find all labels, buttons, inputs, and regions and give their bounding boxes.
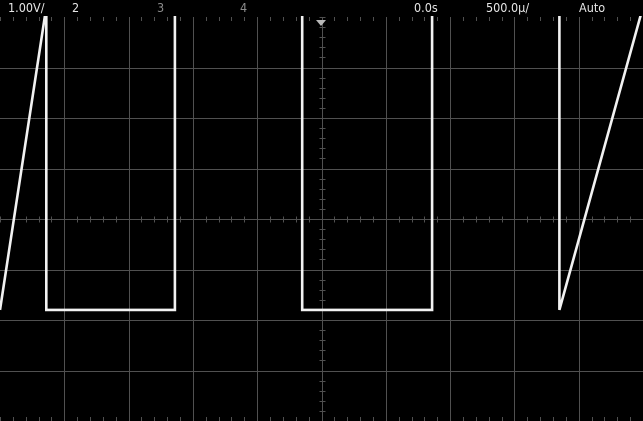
channel-3-label[interactable]: 3 bbox=[157, 0, 165, 15]
channel-4-label[interactable]: 4 bbox=[240, 0, 248, 15]
channel-2-label[interactable]: 2 bbox=[72, 0, 80, 15]
trigger-mode[interactable]: Auto bbox=[579, 0, 606, 15]
center-axes bbox=[0, 17, 643, 421]
time-offset[interactable]: 0.0s bbox=[414, 0, 438, 15]
time-scale[interactable]: 500.0µ/ bbox=[486, 0, 530, 15]
channel-1-trace bbox=[0, 5, 643, 312]
status-bar: 1.00V/ 2 3 4 0.0s 500.0µ/ Auto bbox=[0, 0, 643, 16]
channel-1-scale[interactable]: 1.00V/ bbox=[8, 0, 45, 15]
trigger-position-icon bbox=[316, 20, 326, 26]
